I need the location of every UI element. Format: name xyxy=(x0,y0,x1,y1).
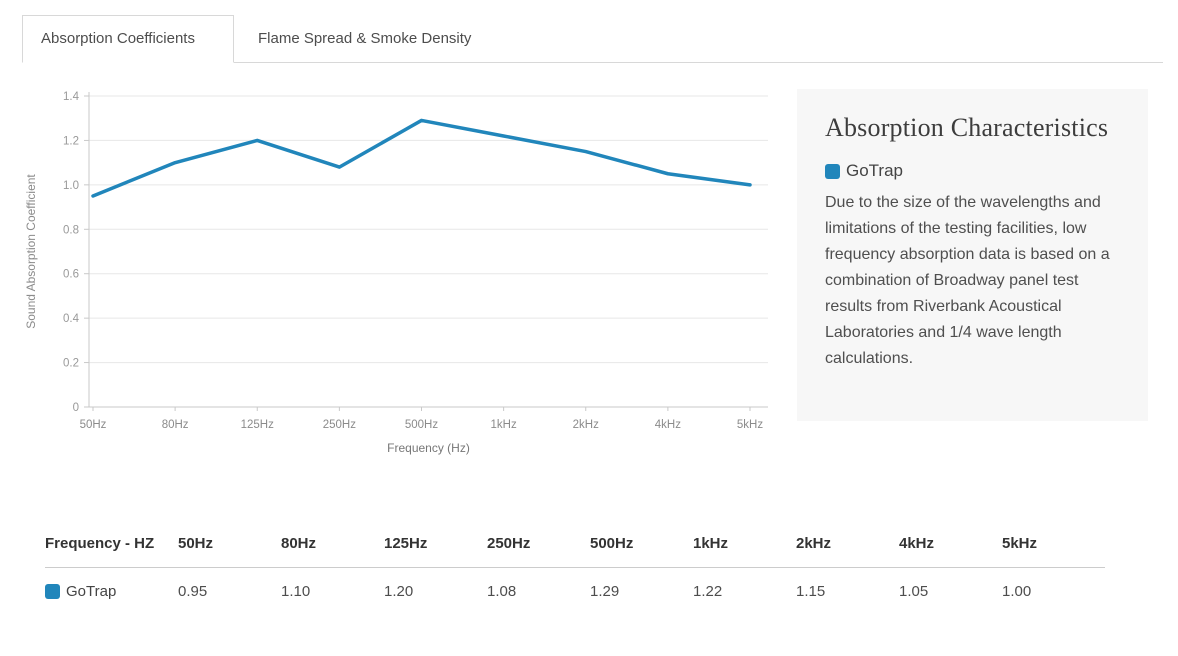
value-cell: 1.00 xyxy=(1002,583,1032,600)
legend-label: GoTrap xyxy=(846,161,904,180)
x-tick-label: 1kHz xyxy=(491,419,517,431)
absorption-data-table: Frequency - HZ 50Hz 80Hz 125Hz 250Hz 500Hz 1kH… xyxy=(45,525,1105,613)
tab-label: Flame Spread & Smoke Density xyxy=(257,30,472,47)
x-tick-label: 5kHz xyxy=(737,419,763,431)
absorption-characteristics-panel: Absorption Characteristics GoTrap Due to… xyxy=(797,89,1148,421)
panel-description: Due to the size of the wavelengths and l… xyxy=(825,194,1110,368)
panel-title: Absorption Characteristics xyxy=(825,113,1109,142)
absorption-chart: 0 0.2 0.4 0.6 0.8 1.0 1.2 1.4 50Hz 80Hz 125Hz 250Hz… xyxy=(24,91,768,455)
x-tick-label: 125Hz xyxy=(241,419,274,431)
x-tick-label: 250Hz xyxy=(323,419,356,431)
series-line-gotrap[interactable] xyxy=(91,118,752,198)
value-cell: 1.10 xyxy=(281,583,311,600)
x-axis-title: Frequency (Hz) xyxy=(387,441,470,455)
tab-content-absorption: 0 0.2 0.4 0.6 0.8 1.0 1.2 1.4 50Hz 80Hz 125Hz 250Hz… xyxy=(22,89,1178,469)
absorption-chart-container: 0 0.2 0.4 0.6 0.8 1.0 1.2 1.4 50Hz 80Hz 125Hz 250Hz… xyxy=(22,89,797,469)
table-header-80hz: 80Hz xyxy=(281,535,317,552)
tab-absorption-coefficients[interactable]: Absorption Coefficients xyxy=(22,15,234,63)
y-tick-label: 0.8 xyxy=(63,224,79,236)
tab-flame-spread-smoke-density[interactable]: Flame Spread & Smoke Density xyxy=(234,16,495,62)
tab-label: Absorption Coefficients xyxy=(41,30,195,47)
row-label: GoTrap xyxy=(66,583,117,600)
x-tick-label: 4kHz xyxy=(655,419,681,431)
table-header-125hz: 125Hz xyxy=(384,535,428,552)
table-header-4khz: 4kHz xyxy=(899,535,935,552)
x-tick-label: 50Hz xyxy=(80,419,107,431)
table-header-250hz: 250Hz xyxy=(487,535,531,552)
y-tick-label: 0.6 xyxy=(63,269,79,281)
value-cell: 1.08 xyxy=(487,583,517,600)
table-header-50hz: 50Hz xyxy=(178,535,214,552)
table-header-row: Frequency - HZ 50Hz 80Hz 125Hz 250Hz 500Hz 1kH… xyxy=(45,525,1105,568)
value-cell: 1.05 xyxy=(899,583,929,600)
value-cell: 1.29 xyxy=(590,583,620,600)
x-tick-label: 80Hz xyxy=(162,419,189,431)
y-tick-label: 1.2 xyxy=(63,135,79,147)
chart-legend-item: GoTrap xyxy=(825,161,1120,181)
y-tick-label: 0.4 xyxy=(63,313,80,325)
x-tick-label: 500Hz xyxy=(405,419,438,431)
table-header-5khz: 5kHz xyxy=(1002,535,1038,552)
table-row-gotrap: GoTrap 0.95 1.10 1.20 1.08 1.29 1.22 1.15 1.05 1.… xyxy=(45,567,1105,614)
tab-bar: Absorption Coefficients Flame Spread & S… xyxy=(22,15,1163,63)
x-tick-label: 2kHz xyxy=(573,419,599,431)
value-cell: 1.20 xyxy=(384,583,414,600)
table-header-1khz: 1kHz xyxy=(693,535,729,552)
y-axis-title: Sound Absorption Coefficient xyxy=(24,174,38,329)
y-tick-label: 0.2 xyxy=(63,358,79,370)
value-cell: 1.22 xyxy=(693,583,723,600)
y-tick-label: 1.0 xyxy=(63,180,79,192)
table-body: GoTrap 0.95 1.10 1.20 1.08 1.29 1.22 1.15 1.05 1.… xyxy=(45,567,1105,614)
row-color-swatch xyxy=(45,584,60,599)
legend-color-swatch xyxy=(825,163,840,179)
value-cell: 0.95 xyxy=(178,583,208,600)
y-tick-label: 0 xyxy=(73,402,79,414)
table-head: Frequency - HZ 50Hz 80Hz 125Hz 250Hz 500Hz 1kH… xyxy=(45,525,1105,568)
y-tick-label: 1.4 xyxy=(63,91,80,103)
table-header-2khz: 2kHz xyxy=(796,535,832,552)
value-cell: 1.15 xyxy=(796,583,826,600)
table-header-500hz: 500Hz xyxy=(590,535,634,552)
row-label-cell: GoTrap xyxy=(45,568,178,614)
table-header-frequency: Frequency - HZ xyxy=(45,535,155,552)
